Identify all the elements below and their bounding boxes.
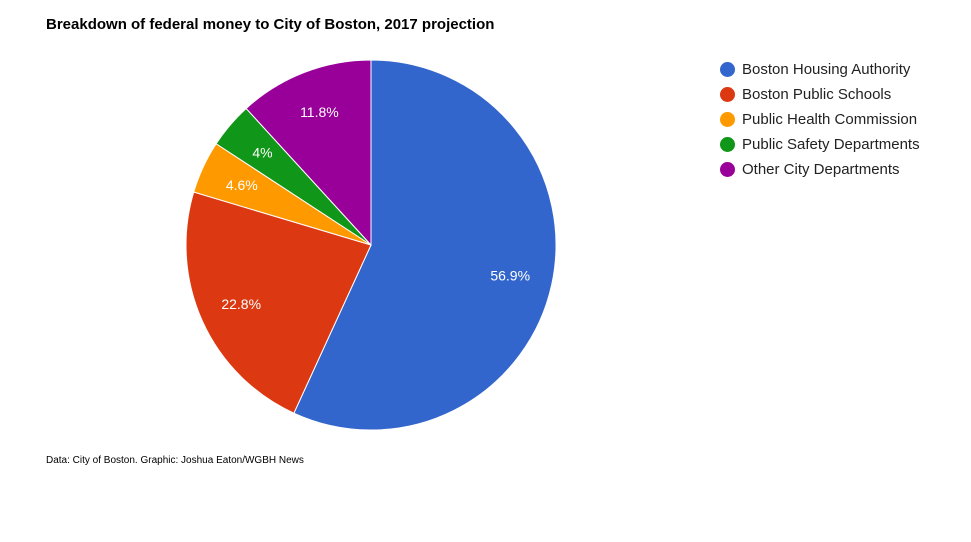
pie-slice-label-1: 56.9% — [490, 267, 530, 283]
legend-swatch — [720, 162, 735, 177]
pie-slice-label-4: 4% — [252, 145, 272, 161]
legend-label: Public Safety Departments — [742, 136, 920, 153]
source-note: Data: City of Boston. Graphic: Joshua Ea… — [46, 455, 304, 466]
legend-swatch — [720, 137, 735, 152]
legend-item-1: Boston Housing Authority — [720, 57, 920, 82]
legend-swatch — [720, 112, 735, 127]
legend-item-3: Public Health Commission — [720, 107, 920, 132]
pie-slice-label-5: 11.8% — [300, 104, 339, 120]
pie-slice-label-2: 22.8% — [221, 296, 261, 312]
legend-label: Boston Public Schools — [742, 86, 892, 103]
legend-label: Boston Housing Authority — [742, 61, 911, 78]
chart-legend: Boston Housing Authority Boston Public Sc… — [720, 57, 920, 182]
pie-slice-label-3: 4.6% — [226, 177, 258, 193]
legend-label: Other City Departments — [742, 161, 900, 178]
legend-item-5: Other City Departments — [720, 157, 920, 182]
legend-item-4: Public Safety Departments — [720, 132, 920, 157]
legend-swatch — [720, 87, 735, 102]
legend-swatch — [720, 62, 735, 77]
pie-slice-2 — [185, 191, 372, 414]
legend-label: Public Health Commission — [742, 111, 918, 128]
chart-title: Breakdown of federal money to City of Bo… — [46, 16, 495, 33]
pie-slice-5 — [245, 59, 372, 247]
pie-slice-1 — [293, 59, 557, 431]
legend-item-2: Boston Public Schools — [720, 82, 920, 107]
